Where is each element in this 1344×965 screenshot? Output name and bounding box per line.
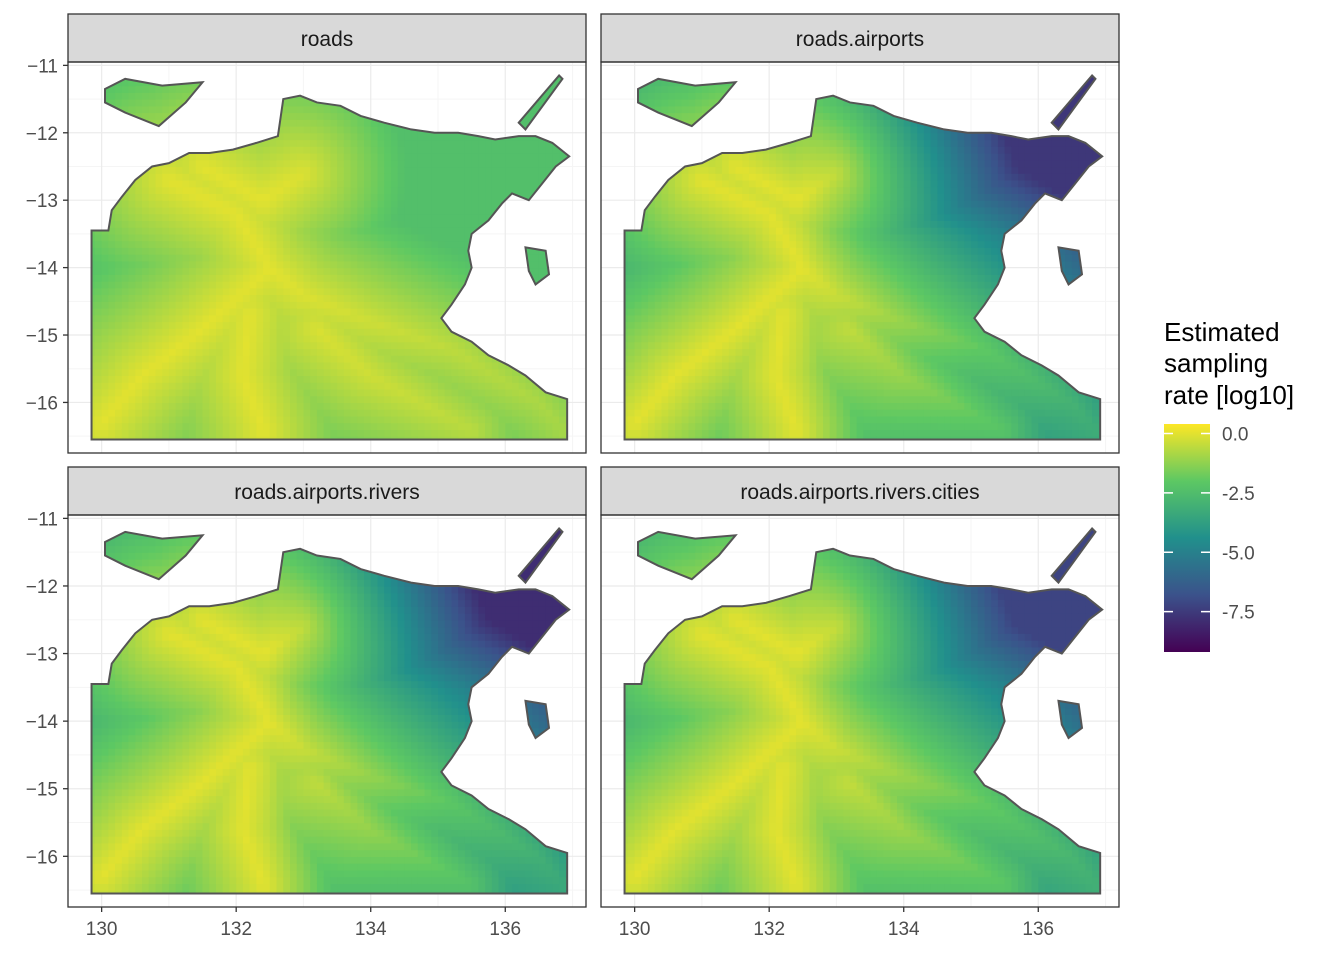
y-tick-label: −12	[26, 124, 58, 145]
y-tick-label: −16	[26, 847, 58, 868]
legend-break-label: 0.0	[1222, 425, 1248, 446]
x-tick-label: 136	[489, 919, 521, 940]
facet-panel: roads.airports	[601, 14, 1119, 453]
legend-colorbar	[1164, 424, 1210, 652]
facet-panel: roads.airports.rivers.cities	[601, 467, 1119, 907]
y-tick-label: −13	[26, 191, 58, 212]
x-tick-label: 136	[1022, 919, 1054, 940]
x-tick-label: 130	[86, 919, 118, 940]
facet-panel: roads.airports.rivers	[68, 467, 586, 907]
y-tick-label: −13	[26, 645, 58, 666]
legend-title-line-2: sampling	[1164, 348, 1268, 378]
panels-layer: roads roads.airports roads.airports.rivers…	[68, 14, 1119, 907]
y-tick-label: −15	[26, 780, 58, 801]
facet-strip-label: roads	[301, 28, 354, 51]
x-tick-label: 130	[619, 919, 651, 940]
facet-strip-label: roads.airports	[796, 28, 924, 51]
x-tick-label: 134	[355, 919, 387, 940]
x-tick-label: 132	[220, 919, 252, 940]
y-tick-label: −11	[27, 56, 58, 77]
legend-break-label: -5.0	[1222, 543, 1255, 564]
legend-break-label: -7.5	[1222, 603, 1255, 624]
y-tick-label: −11	[27, 509, 58, 530]
y-tick-label: −16	[26, 393, 58, 414]
y-tick-label: −15	[26, 326, 58, 347]
x-tick-label: 132	[753, 919, 785, 940]
legend-title-line-3: rate [log10]	[1164, 380, 1294, 410]
y-tick-label: −12	[26, 577, 58, 598]
y-tick-label: −14	[26, 259, 59, 280]
y-tick-label: −14	[26, 712, 59, 733]
legend-break-label: -2.5	[1222, 484, 1255, 505]
facet-strip-label: roads.airports.rivers.cities	[740, 481, 979, 504]
x-tick-label: 134	[888, 919, 920, 940]
facet-strip-label: roads.airports.rivers	[234, 481, 420, 504]
legend-title-line-1: Estimated	[1164, 317, 1280, 347]
legend: Estimated sampling rate [log10] 0.0 -2.5 -…	[1164, 317, 1294, 652]
facet-panel: roads	[68, 14, 586, 453]
